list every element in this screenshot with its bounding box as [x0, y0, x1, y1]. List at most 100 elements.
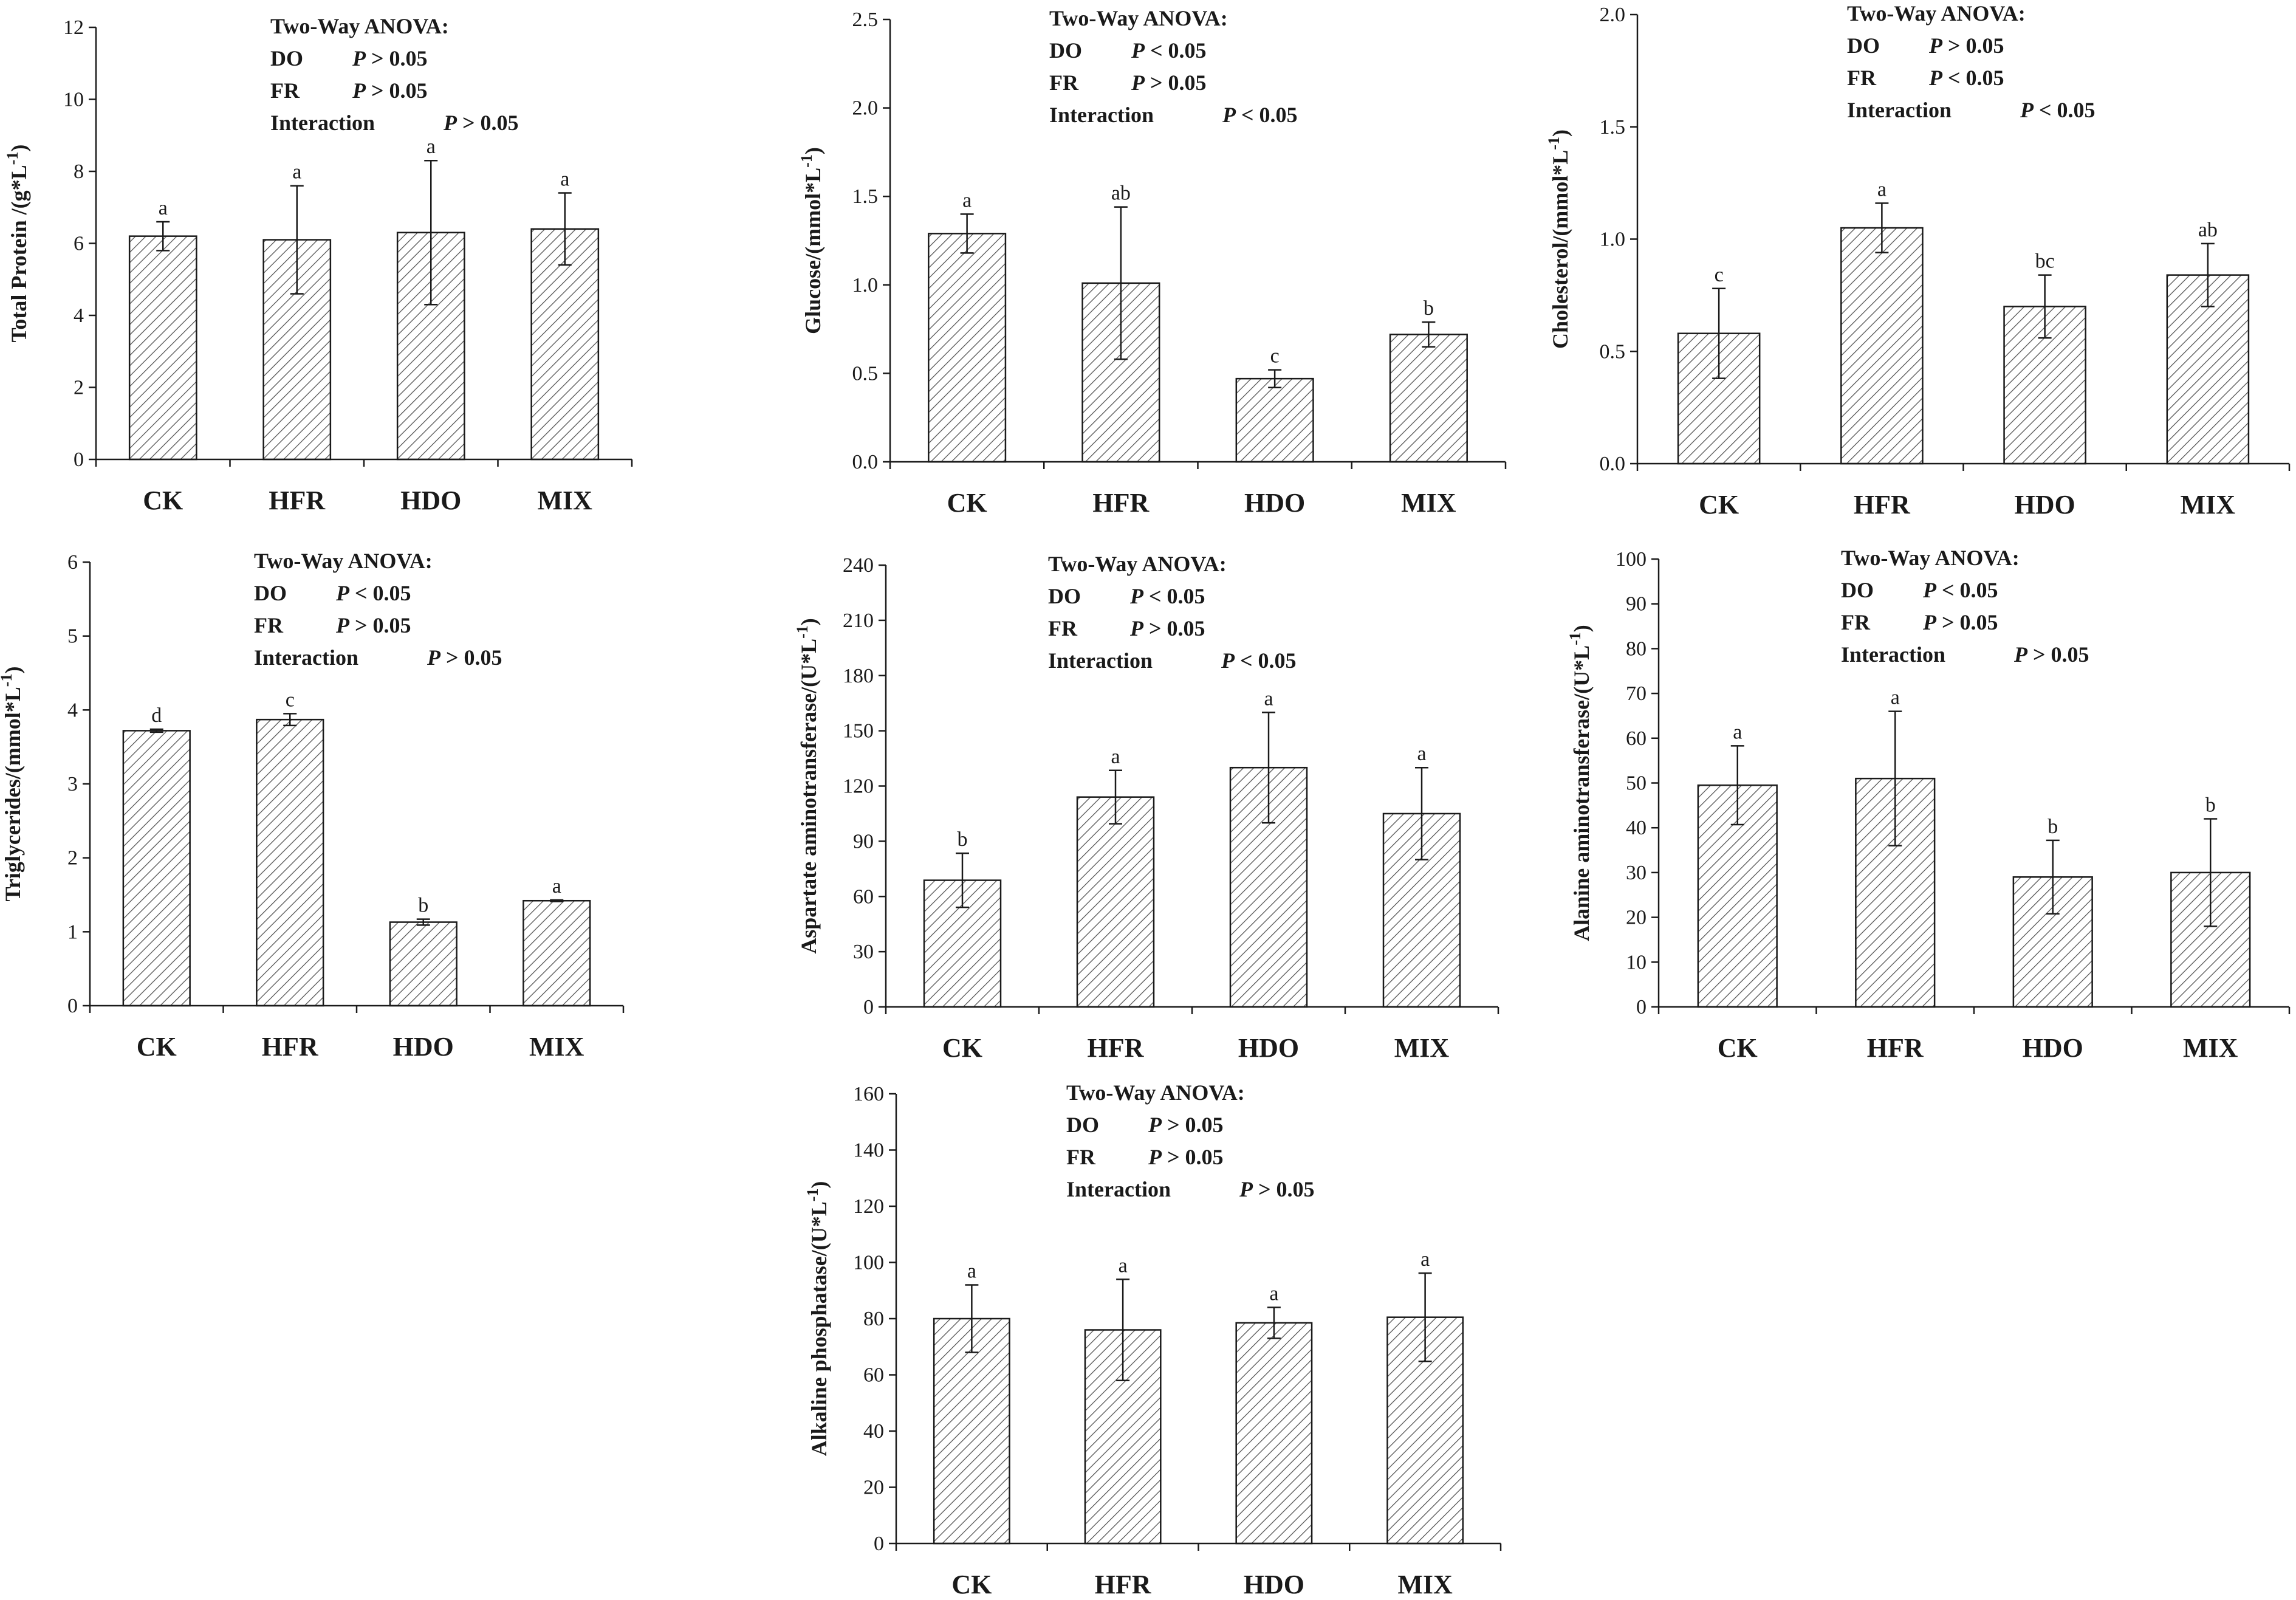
anova-factor: DO [1841, 578, 1874, 602]
y-axis-label: Triglycerides/(mmol*L-1) [0, 667, 25, 902]
anova-factor: FR [1049, 70, 1079, 95]
anova-factor: DO [1048, 584, 1081, 608]
y-tick-label: 0 [67, 995, 78, 1017]
significance-letter: a [292, 161, 301, 184]
significance-letter: a [427, 136, 436, 158]
significance-letter: a [159, 197, 168, 219]
category-label: HDO [2015, 490, 2075, 520]
y-tick-label: 12 [63, 16, 84, 39]
y-axis-label: Alkaline phosphatase/(U*L-1) [804, 1181, 831, 1457]
anova-factor: Interaction [1066, 1177, 1171, 1201]
y-tick-label: 20 [863, 1477, 884, 1499]
y-tick-label: 5 [67, 625, 78, 648]
y-tick-label: 80 [863, 1308, 884, 1330]
y-tick-label: 50 [1626, 772, 1647, 795]
anova-factor: DO [254, 581, 287, 605]
y-tick-label: 150 [843, 720, 874, 743]
significance-letter: c [1715, 264, 1724, 286]
bar-ck [122, 730, 191, 1007]
significance-letter: a [1733, 721, 1742, 743]
y-axis-label: Glucose/(mmol*L-1) [798, 147, 825, 334]
y-tick-label: 2.0 [1600, 4, 1626, 26]
significance-letter: b [2048, 815, 2058, 838]
significance-letter: bc [2035, 250, 2055, 273]
y-tick-label: 1.0 [1600, 228, 1626, 251]
category-label: HDO [1238, 1033, 1299, 1063]
y-tick-label: 2 [74, 377, 84, 399]
y-axis-label: Total Protein /(g*L-1) [4, 145, 31, 343]
anova-heading: Two-Way ANOVA: [1049, 6, 1228, 30]
y-tick-label: 60 [863, 1364, 884, 1387]
anova-heading: Two-Way ANOVA: [270, 14, 449, 38]
significance-letter: ab [1111, 182, 1131, 205]
significance-letter: a [967, 1260, 976, 1283]
y-tick-label: 30 [1626, 862, 1647, 884]
y-tick-label: 0 [874, 1533, 884, 1555]
category-label: MIX [1401, 488, 1456, 518]
significance-letter: b [1424, 297, 1434, 320]
anova-p-value: P > 0.05 [1131, 70, 1207, 95]
y-tick-label: 140 [853, 1139, 884, 1162]
category-label: CK [947, 488, 987, 518]
significance-letter: a [1417, 743, 1426, 765]
anova-p-value: P < 0.05 [1222, 103, 1298, 127]
anova-factor: FR [254, 613, 284, 637]
anova-p-value: P > 0.05 [2013, 642, 2089, 667]
y-tick-label: 1 [67, 921, 78, 943]
bar-mix [1389, 334, 1468, 463]
y-tick-label: 4 [67, 699, 78, 721]
anova-p-value: P > 0.05 [1129, 616, 1205, 640]
y-tick-label: 2.0 [852, 97, 879, 120]
category-label: MIX [2183, 1033, 2238, 1063]
category-label: HDO [1244, 1570, 1304, 1599]
y-axis-label: Cholesterol/(mmol*L-1) [1545, 129, 1572, 349]
category-label: HFR [1092, 488, 1150, 518]
category-label: HFR [269, 486, 326, 515]
significance-letter: a [1264, 687, 1273, 710]
anova-heading: Two-Way ANOVA: [1066, 1080, 1245, 1105]
category-label: HFR [1095, 1570, 1152, 1599]
y-tick-label: 120 [843, 775, 874, 798]
y-tick-label: 100 [1616, 548, 1647, 571]
y-tick-label: 0 [863, 996, 874, 1018]
anova-factor: FR [270, 78, 300, 103]
y-tick-label: 180 [843, 665, 874, 687]
bar-hfr [256, 718, 324, 1007]
y-tick-label: 0.5 [1600, 340, 1626, 363]
category-label: HFR [1854, 490, 1911, 520]
bar-ck [128, 235, 197, 461]
y-tick-label: 0.5 [852, 362, 879, 385]
anova-p-value: P > 0.05 [352, 78, 428, 103]
anova-p-value: P > 0.05 [1928, 33, 2004, 58]
anova-heading: Two-Way ANOVA: [1048, 552, 1227, 576]
anova-heading: Two-Way ANOVA: [1847, 1, 2026, 26]
chart-panel-4: d CK c HFR b HDO a MIX 0 1 2 3 4 5 6 Triglycerides/(mmo… [0, 549, 625, 1062]
anova-p-value: P > 0.05 [1239, 1177, 1315, 1201]
chart-panel-2: a CK ab HFR c HDO b MIX 0.0 0.5 1.0 1.5 2.0 2.5 Glucos… [798, 6, 1507, 518]
anova-heading: Two-Way ANOVA: [1841, 546, 2020, 570]
anova-p-value: P < 0.05 [1922, 578, 1998, 602]
y-tick-label: 160 [853, 1083, 884, 1105]
bar-hdo [1235, 1322, 1313, 1545]
chart-panel-5: b CK a HFR a HDO a MIX 0 30 60 90 120 150 180 210 240 Asp… [793, 552, 1499, 1063]
y-tick-label: 210 [843, 609, 874, 632]
category-label: HDO [2023, 1033, 2083, 1063]
y-tick-label: 20 [1626, 907, 1647, 929]
bar-hdo [389, 921, 457, 1007]
category-label: HFR [1867, 1033, 1924, 1063]
anova-factor: FR [1066, 1145, 1096, 1169]
category-label: MIX [1394, 1033, 1450, 1063]
y-tick-label: 10 [1626, 951, 1647, 973]
bar-ck [933, 1317, 1010, 1545]
y-tick-label: 0.0 [1600, 453, 1626, 475]
y-tick-label: 1.5 [1600, 116, 1626, 139]
category-label: HDO [393, 1032, 454, 1062]
category-label: HFR [1088, 1033, 1145, 1063]
anova-factor: Interaction [1048, 648, 1153, 673]
anova-factor: DO [270, 46, 303, 70]
y-tick-label: 8 [74, 160, 84, 183]
y-tick-label: 70 [1626, 682, 1647, 705]
significance-letter: a [1111, 746, 1120, 768]
y-tick-label: 80 [1626, 637, 1647, 660]
y-axis-label: Aspartate aminotransferase/(U*L-1) [793, 618, 821, 954]
